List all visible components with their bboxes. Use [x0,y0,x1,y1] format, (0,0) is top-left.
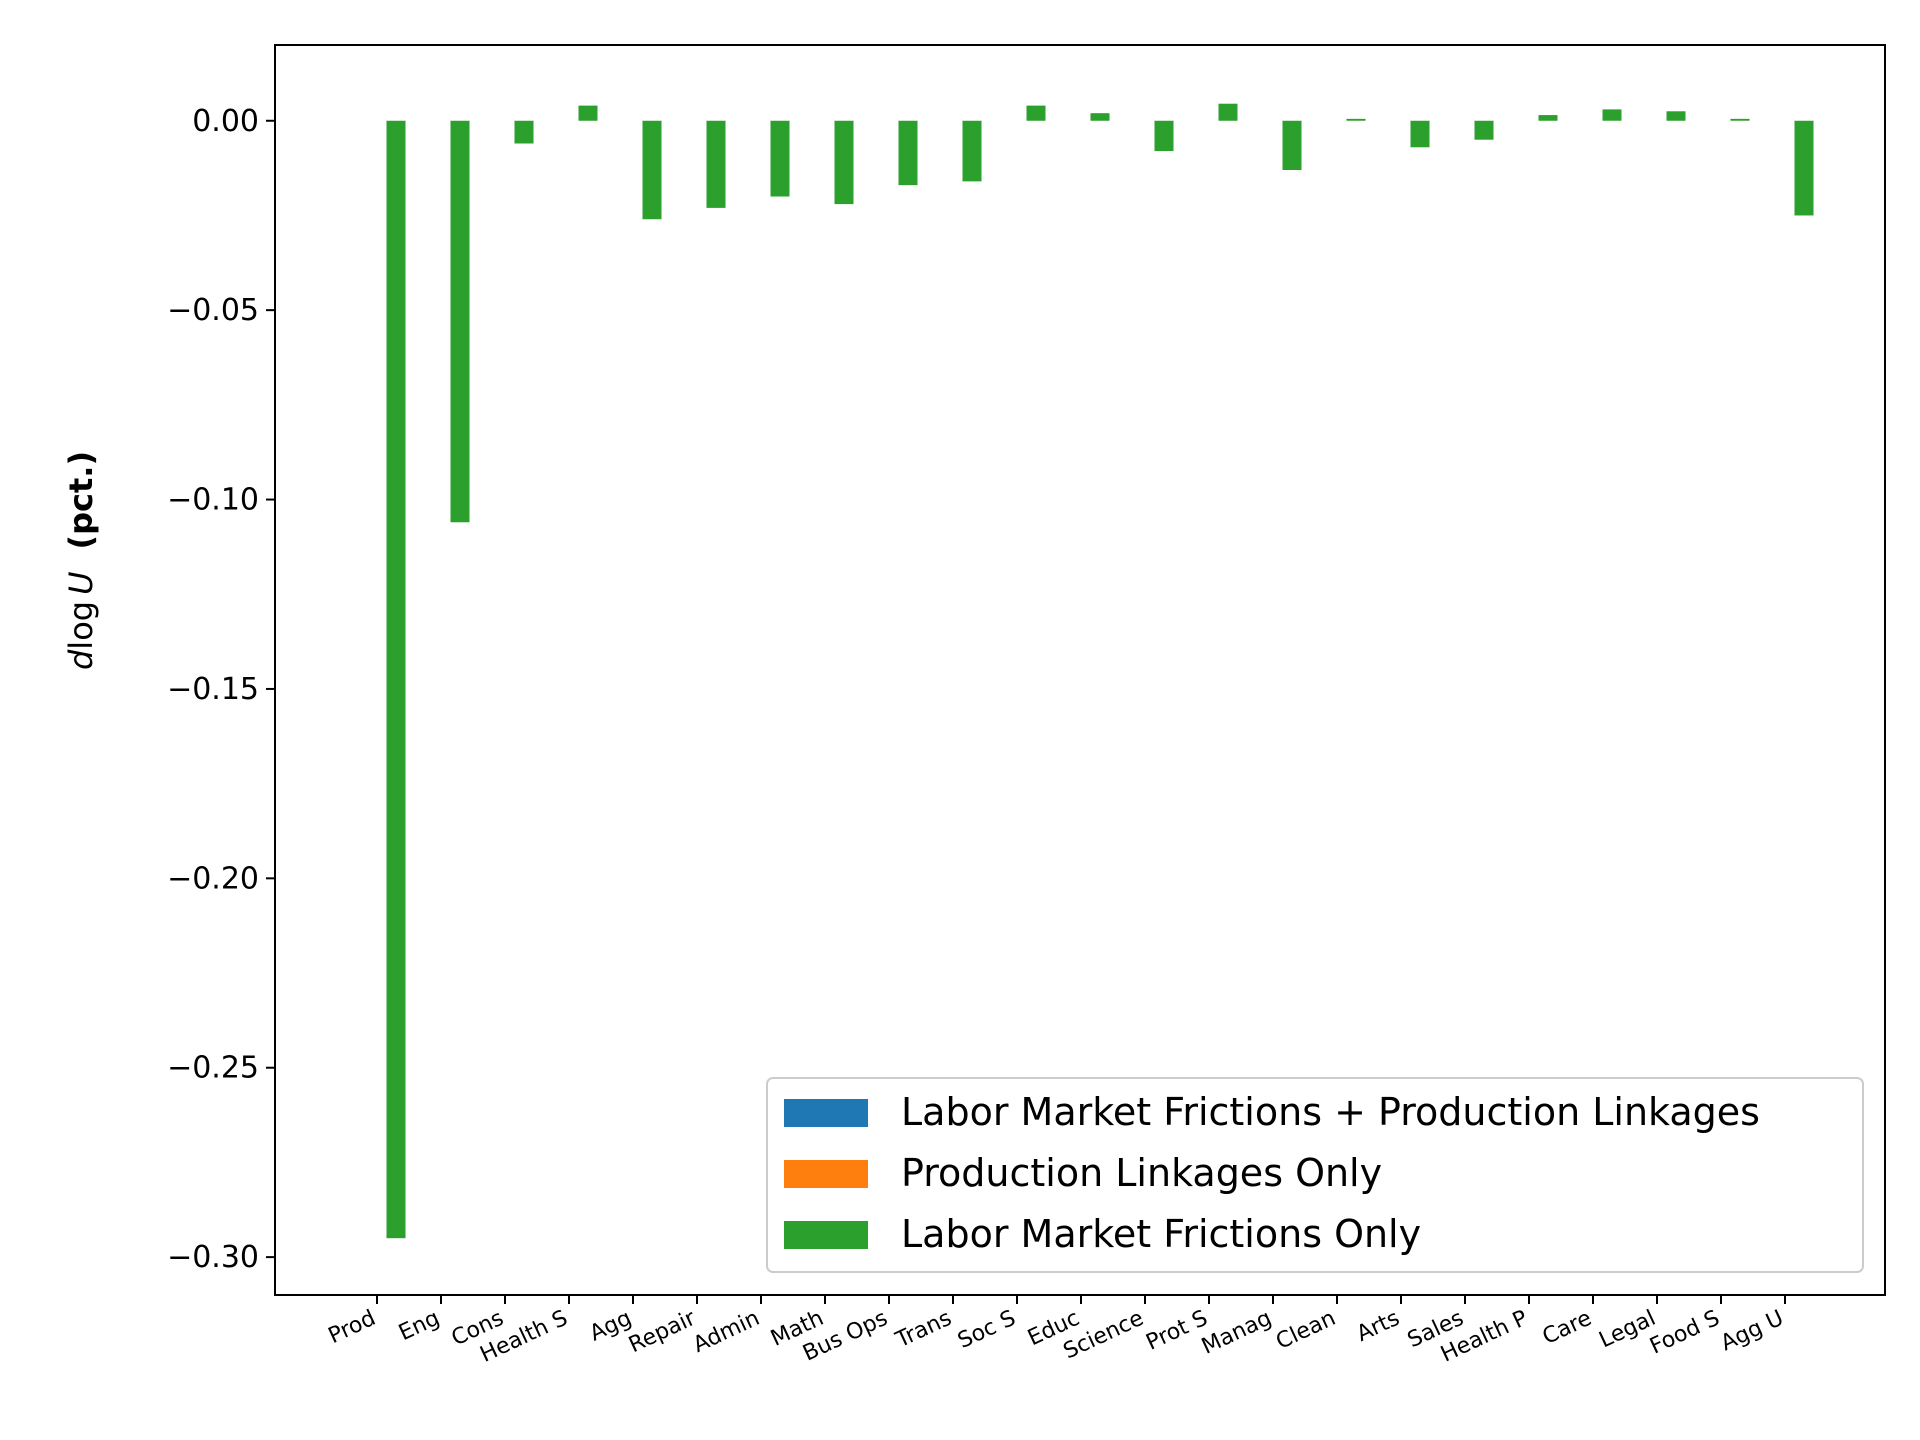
y-tick-label: −0.30 [167,1240,259,1275]
bar-bus-ops-s2 [898,120,918,186]
bar-cons-s2 [514,120,534,144]
bars-group [386,103,1814,1239]
bar-health-s-s2 [578,105,598,121]
bar-eng-s2 [450,120,470,523]
bar-sales-s2 [1474,120,1494,140]
bar-clean-s2 [1346,118,1366,121]
y-axis-label: dlog U (pct.) [62,451,100,670]
bar-trans-s2 [962,120,982,182]
legend-swatch-combined [784,1099,868,1127]
legend-label-frictions: Labor Market Frictions Only [901,1212,1421,1256]
bar-science-s2 [1154,120,1174,152]
bar-agg-u-s2 [1794,120,1814,216]
bar-repair-s2 [706,120,726,208]
y-axis: 0.00 −0.05 −0.10 −0.15 −0.20 −0.25 −0.30 [167,104,275,1275]
y-axis-label-var: U [62,571,100,594]
legend-label-production: Production Linkages Only [901,1151,1382,1195]
y-axis-label-log: log [62,601,100,650]
y-tick-label: −0.10 [167,483,259,518]
legend-label-combined: Labor Market Frictions + Production Link… [901,1090,1760,1134]
y-tick-label: −0.05 [167,293,259,328]
legend-swatch-frictions [784,1221,868,1249]
y-axis-label-unit: (pct.) [62,451,100,550]
bar-arts-s2 [1410,120,1430,148]
bar-manag-s2 [1282,120,1302,170]
y-axis-label-d: d [62,649,100,670]
bar-prot-s-s2 [1218,103,1238,121]
bar-agg-s2 [642,120,662,220]
bar-math-s2 [834,120,854,205]
bar-legal-s2 [1666,111,1686,121]
bar-care-s2 [1602,109,1622,121]
bar-food-s-s2 [1730,118,1750,121]
y-tick-label: 0.00 [192,104,259,139]
bar-health-p-s2 [1538,115,1558,121]
legend-swatch-production [784,1160,868,1188]
legend: Labor Market Frictions + Production Link… [766,1077,1864,1273]
bar-educ-s2 [1090,113,1110,121]
y-tick-label: −0.25 [167,1051,259,1086]
bar-soc-s-s2 [1026,105,1046,121]
plot-frame [274,44,1886,1296]
legend-box [766,1077,1864,1273]
y-tick-label: −0.20 [167,861,259,896]
bar-prod-s2 [386,120,406,1239]
y-tick-label: −0.15 [167,672,259,707]
bar-admin-s2 [770,120,790,197]
